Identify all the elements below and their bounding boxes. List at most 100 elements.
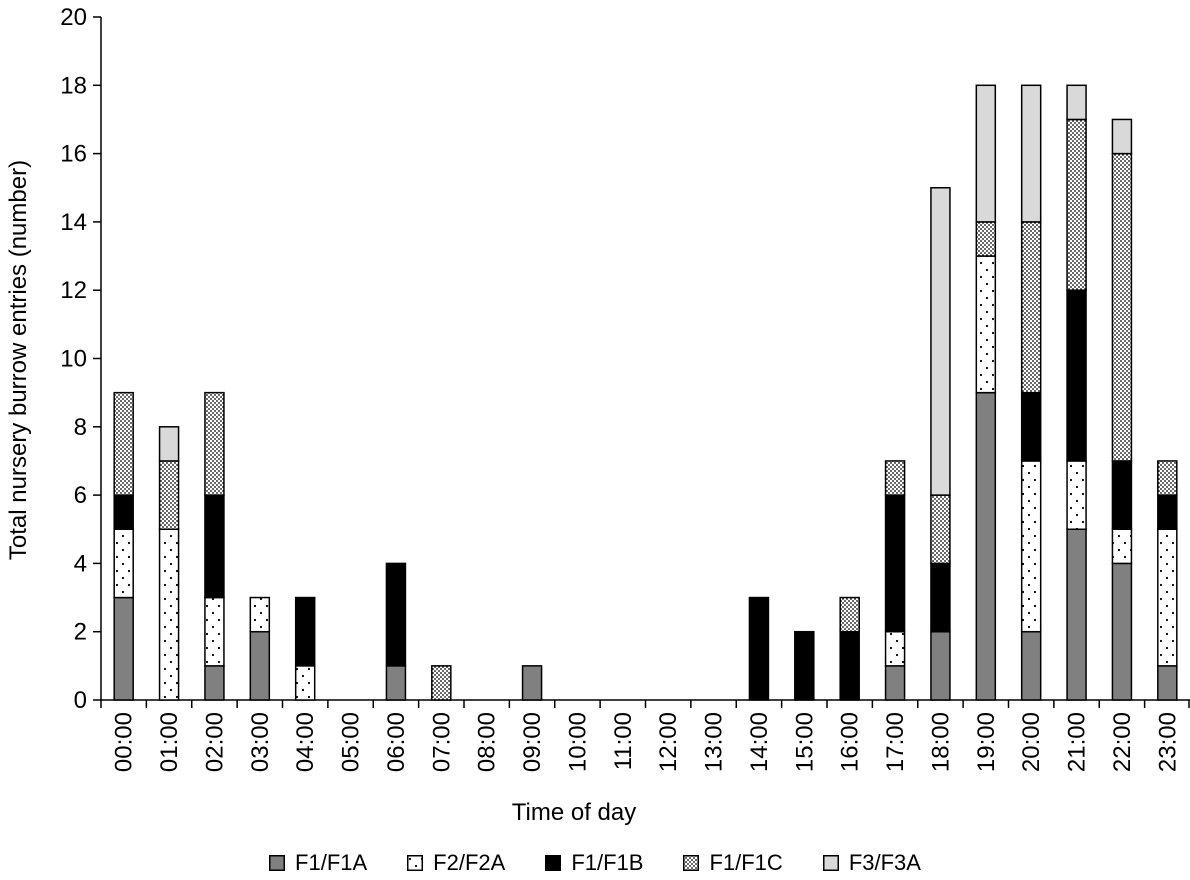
bar-segment-f2-f2a — [1157, 528, 1178, 667]
legend-item: F1/F1C — [683, 850, 783, 876]
legend-item: F3/F3A — [822, 850, 921, 876]
bar-segment-f1-f1b — [884, 494, 906, 633]
y-tick-label: 8 — [74, 414, 87, 441]
bar-segment-f3-f3a — [1111, 118, 1133, 155]
stacked-bar-chart: 0 2 4 6 8 10 12 14 16 18 20 00:00 01:00 02:00 03:00 04… — [5, 4, 1190, 826]
y-tick-label: 2 — [74, 619, 87, 646]
bar-segment-f2-f2a — [249, 596, 271, 633]
x-tick-label: 01:00 — [156, 712, 183, 772]
bar-segment-f3-f3a — [1020, 84, 1042, 223]
x-tick-label: 13:00 — [701, 712, 728, 772]
y-tick-label: 10 — [60, 346, 87, 373]
bar-segment-f1-f1c — [975, 221, 997, 257]
bar-segment-f2-f2a — [204, 596, 225, 667]
bar-segment-f1-f1b — [294, 596, 316, 667]
bar-segment-f1-f1c — [1111, 152, 1133, 462]
x-tick-label: 16:00 — [837, 712, 864, 772]
x-tick-label: 22:00 — [1109, 712, 1136, 772]
bar-segment-f1-f1b — [113, 494, 134, 531]
bar-segment-f1-f1c — [1157, 460, 1178, 496]
bar-segment-f1-f1a — [1111, 562, 1133, 701]
bar-segment-f1-f1a — [249, 630, 271, 701]
x-axis: 00:00 01:00 02:00 03:00 04:00 05:00 06:00 07:00… — [100, 699, 1190, 772]
y-tick-label: 4 — [74, 550, 87, 577]
bar-segment-f1-f1b — [1066, 289, 1087, 462]
bar-segment-f2-f2a — [1066, 460, 1087, 531]
x-tick-label: 08:00 — [474, 712, 501, 772]
bar-segment-f2-f2a — [158, 528, 180, 701]
legend-swatch — [683, 855, 700, 871]
bar-segment-f1-f1c — [1066, 118, 1087, 291]
y-tick-label: 12 — [60, 277, 87, 304]
legend-item: F2/F2A — [407, 850, 505, 876]
bar-segment-f1-f1b — [748, 596, 770, 701]
bar-segment-f1-f1a — [113, 596, 134, 701]
x-axis-title: Time of day — [512, 799, 637, 826]
x-tick-label: 04:00 — [292, 712, 319, 772]
bar-segment-f1-f1a — [1157, 665, 1178, 701]
legend-label: F1/F1B — [571, 850, 644, 875]
x-tick-label: 12:00 — [655, 712, 682, 772]
bar-segment-f2-f2a — [113, 528, 134, 599]
y-tick-label: 6 — [74, 482, 87, 509]
x-tick-label: 00:00 — [111, 712, 138, 772]
bar-segment-f3-f3a — [158, 426, 180, 462]
x-tick-label: 09:00 — [519, 712, 546, 772]
y-tick-label: 18 — [60, 72, 87, 99]
bar-segment-f1-f1c — [431, 665, 452, 701]
bar-segment-f2-f2a — [294, 665, 316, 701]
legend-item: F1/F1B — [545, 850, 643, 876]
bar-segment-f1-f1b — [1020, 391, 1042, 462]
x-tick-label: 15:00 — [791, 712, 818, 772]
legend-swatch — [269, 855, 286, 871]
bar-segment-f1-f1c — [1020, 221, 1042, 394]
bar-segment-f3-f3a — [975, 84, 997, 223]
x-tick-label: 18:00 — [927, 712, 954, 772]
bar-segment-f1-f1a — [385, 665, 407, 701]
y-tick-label: 16 — [60, 141, 87, 168]
bar-segment-f1-f1a — [930, 630, 951, 701]
legend-label: F1/F1C — [709, 850, 783, 875]
y-tick-label: 20 — [60, 4, 87, 31]
y-tick-label: 14 — [60, 209, 87, 236]
y-axis: 0 2 4 6 8 10 12 14 16 18 20 — [60, 4, 102, 714]
x-tick-label: 06:00 — [383, 712, 410, 772]
legend-swatch — [545, 855, 562, 871]
bar-segment-f1-f1b — [385, 562, 407, 667]
bar-segment-f1-f1a — [975, 391, 997, 701]
bar-segment-f2-f2a — [1020, 460, 1042, 633]
bar-segment-f1-f1c — [158, 460, 180, 531]
bar-segment-f1-f1b — [839, 630, 860, 701]
x-tick-label: 19:00 — [973, 712, 1000, 772]
legend: F1/F1A F2/F2A F1/F1B F1/F1C F3/F3A — [0, 846, 1190, 880]
bar-segment-f1-f1a — [1066, 528, 1087, 701]
bar-segment-f3-f3a — [930, 187, 951, 496]
bars — [113, 84, 1178, 701]
x-tick-label: 11:00 — [610, 712, 637, 770]
x-tick-label: 05:00 — [338, 712, 365, 772]
x-tick-label: 21:00 — [1064, 712, 1091, 772]
legend-label: F1/F1A — [295, 850, 368, 875]
bar-segment-f1-f1b — [1111, 460, 1133, 531]
bar-segment-f1-f1b — [794, 630, 815, 701]
bar-segment-f2-f2a — [975, 255, 997, 394]
bar-segment-f2-f2a — [1111, 528, 1133, 565]
x-tick-label: 17:00 — [882, 712, 909, 772]
legend-label: F3/F3A — [848, 850, 921, 875]
x-tick-label: 20:00 — [1018, 712, 1045, 772]
legend-item: F1/F1A — [269, 850, 367, 876]
x-tick-label: 02:00 — [201, 712, 228, 772]
bar-segment-f1-f1c — [204, 391, 225, 496]
legend-swatch — [822, 855, 839, 871]
legend-swatch — [407, 855, 424, 871]
x-tick-label: 03:00 — [247, 712, 274, 772]
bar-segment-f1-f1a — [521, 665, 543, 701]
bar-segment-f3-f3a — [1066, 84, 1087, 121]
bar-segment-f1-f1c — [113, 391, 134, 496]
bar-segment-f1-f1a — [884, 665, 906, 701]
bar-segment-f1-f1a — [204, 665, 225, 701]
bar-segment-f1-f1c — [930, 494, 951, 565]
x-tick-label: 07:00 — [428, 712, 455, 772]
x-tick-label: 10:00 — [564, 712, 591, 772]
